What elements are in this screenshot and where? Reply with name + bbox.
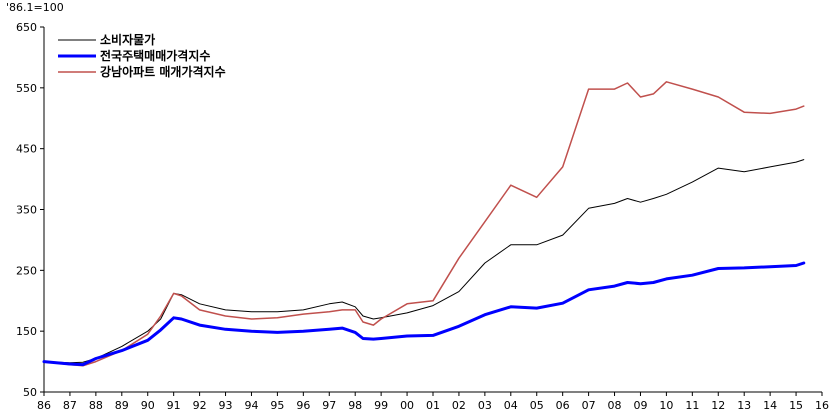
x-tick-label: 09 bbox=[633, 399, 647, 412]
x-tick-label: 02 bbox=[452, 399, 466, 412]
y-tick-label: 650 bbox=[16, 21, 37, 34]
x-tick-label: 99 bbox=[374, 399, 388, 412]
x-tick-label: 00 bbox=[400, 399, 414, 412]
x-tick-label: 12 bbox=[711, 399, 725, 412]
x-tick-label: 98 bbox=[348, 399, 362, 412]
x-tick-label: 15 bbox=[789, 399, 803, 412]
y-tick-label: 350 bbox=[16, 204, 37, 217]
x-tick-label: 03 bbox=[478, 399, 492, 412]
x-tick-label: 14 bbox=[763, 399, 777, 412]
x-tick-label: 97 bbox=[322, 399, 336, 412]
series-line-2 bbox=[42, 261, 806, 367]
legend-label-3: 강남아파트 매개가격지수 bbox=[100, 64, 226, 79]
y-tick-label: 550 bbox=[16, 82, 37, 95]
x-tick-label: 94 bbox=[244, 399, 258, 412]
x-tick-label: 95 bbox=[270, 399, 284, 412]
x-tick-label: 04 bbox=[504, 399, 518, 412]
y-tick-label: 150 bbox=[16, 325, 37, 338]
x-tick-label: 93 bbox=[219, 399, 233, 412]
x-tick-label: 86 bbox=[37, 399, 51, 412]
x-tick-label: 88 bbox=[89, 399, 103, 412]
x-tick-label: 06 bbox=[556, 399, 570, 412]
x-tick-label: 87 bbox=[63, 399, 77, 412]
x-tick-label: 01 bbox=[426, 399, 440, 412]
x-tick-label: 16 bbox=[815, 399, 829, 412]
legend-label-2: 전국주택매매가격지수 bbox=[100, 48, 210, 63]
x-tick-label: 92 bbox=[193, 399, 207, 412]
x-tick-label: 08 bbox=[608, 399, 622, 412]
y-tick-label: 50 bbox=[23, 386, 37, 399]
chart-axes: 50 150 250 350 450 550 650 86 87 88 89 90 91 92 93 94 95… bbox=[16, 21, 829, 412]
y-tick-label: 250 bbox=[16, 264, 37, 277]
series-line-3 bbox=[43, 81, 805, 367]
x-tick-label: 10 bbox=[659, 399, 673, 412]
base-note-label: '86.1=100 bbox=[6, 1, 64, 14]
x-tick-label: 05 bbox=[530, 399, 544, 412]
x-tick-label: 89 bbox=[115, 399, 129, 412]
x-tick-label: 96 bbox=[296, 399, 310, 412]
x-tick-label: 91 bbox=[167, 399, 181, 412]
series-line-1 bbox=[43, 159, 805, 364]
y-tick-label: 450 bbox=[16, 143, 37, 156]
x-tick-label: 90 bbox=[141, 399, 155, 412]
x-tick-label: 13 bbox=[737, 399, 751, 412]
legend-label-1: 소비자물가 bbox=[100, 32, 155, 47]
series-layer bbox=[42, 81, 806, 367]
x-tick-label: 07 bbox=[582, 399, 596, 412]
x-tick-label: 11 bbox=[685, 399, 699, 412]
